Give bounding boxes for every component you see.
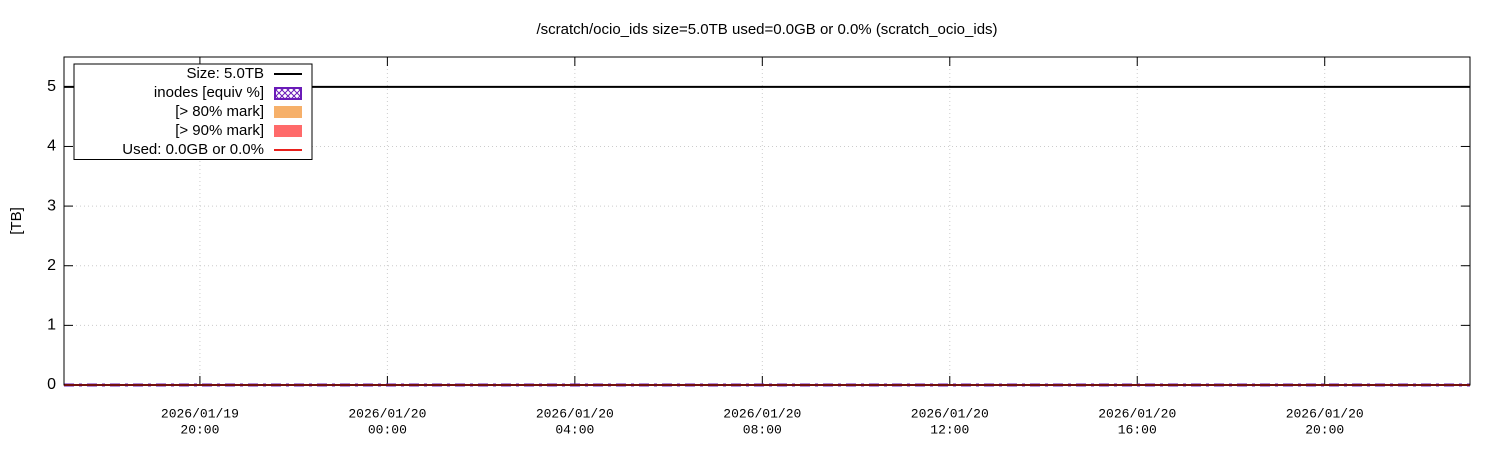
y-tick-label: 3: [47, 197, 56, 214]
legend-swatch: [274, 106, 302, 118]
x-tick-label: 12:00: [930, 422, 969, 437]
x-tick-label: 2026/01/20: [911, 406, 989, 421]
x-tick-label: 20:00: [1305, 422, 1344, 437]
x-tick-label: 2026/01/20: [1286, 406, 1364, 421]
legend-label: [> 80% mark]: [175, 103, 264, 120]
x-tick-label: 08:00: [743, 422, 782, 437]
x-tick-label: 2026/01/20: [723, 406, 801, 421]
legend-label: Used: 0.0GB or 0.0%: [122, 141, 264, 158]
legend-swatch: [274, 125, 302, 137]
y-tick-label: 2: [47, 257, 56, 274]
plot-frame: [63, 56, 1471, 386]
x-tick-label: 2026/01/19: [161, 406, 239, 421]
x-tick-label: 00:00: [368, 422, 407, 437]
legend-label: inodes [equiv %]: [154, 84, 264, 101]
y-axis-label: [TB]: [8, 207, 25, 235]
x-tick-label: 20:00: [180, 422, 219, 437]
y-tick-label: 5: [47, 78, 56, 95]
legend-box: [73, 63, 313, 160]
legend-label: Size: 5.0TB: [186, 65, 264, 82]
y-tick-label: 1: [47, 317, 56, 334]
x-tick-label: 2026/01/20: [1098, 406, 1176, 421]
y-tick-label: 4: [47, 138, 56, 155]
legend-label: [> 90% mark]: [175, 122, 264, 139]
x-tick-label: 2026/01/20: [348, 406, 426, 421]
legend-swatch: [274, 87, 302, 100]
y-tick-label: 0: [47, 376, 56, 393]
chart-title: /scratch/ocio_ids size=5.0TB used=0.0GB …: [536, 21, 997, 38]
x-tick-label: 16:00: [1118, 422, 1157, 437]
x-tick-label: 2026/01/20: [536, 406, 614, 421]
x-tick-label: 04:00: [555, 422, 594, 437]
